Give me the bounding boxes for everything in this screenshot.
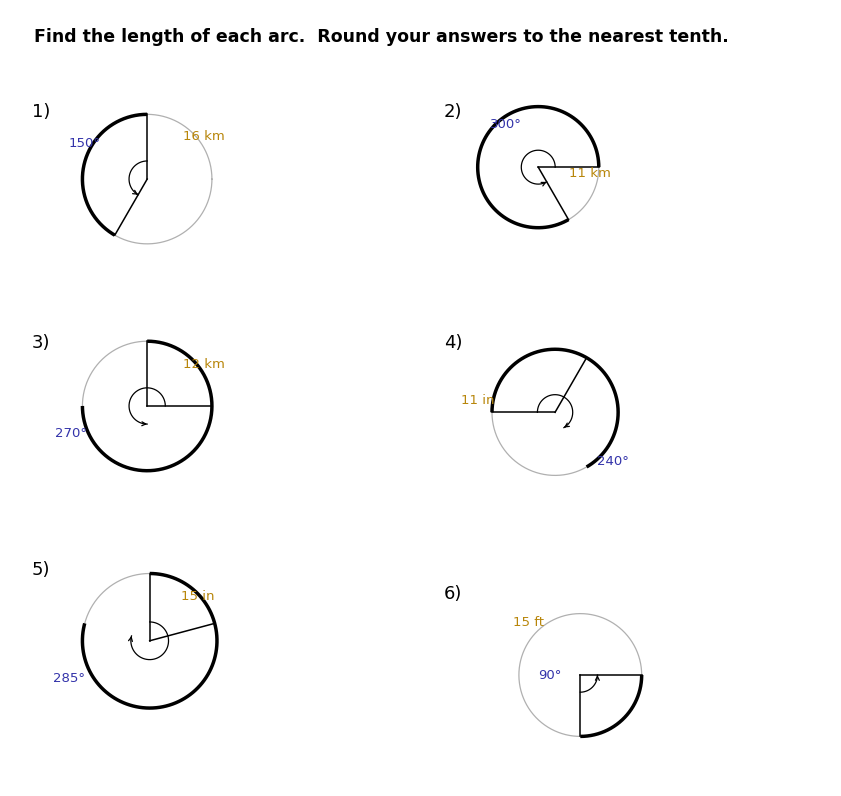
- Text: 300°: 300°: [490, 119, 522, 131]
- Text: 4): 4): [444, 334, 463, 353]
- Text: Find the length of each arc.  Round your answers to the nearest tenth.: Find the length of each arc. Round your …: [34, 28, 728, 46]
- Text: 150°: 150°: [69, 137, 101, 150]
- Text: 240°: 240°: [597, 455, 629, 468]
- Text: 15 ft: 15 ft: [513, 616, 544, 629]
- Text: 16 km: 16 km: [183, 131, 225, 143]
- Text: 6): 6): [444, 585, 463, 603]
- Text: 12 km: 12 km: [183, 358, 225, 371]
- Text: 11 in: 11 in: [461, 394, 495, 407]
- Text: 5): 5): [32, 561, 50, 579]
- Text: 11 km: 11 km: [569, 167, 611, 180]
- Text: 3): 3): [32, 334, 50, 353]
- Text: 270°: 270°: [55, 427, 87, 440]
- Text: 2): 2): [444, 103, 463, 122]
- Text: 90°: 90°: [538, 669, 562, 681]
- Text: 15 in: 15 in: [181, 591, 214, 603]
- Text: 1): 1): [32, 103, 50, 122]
- Text: 285°: 285°: [53, 672, 85, 685]
